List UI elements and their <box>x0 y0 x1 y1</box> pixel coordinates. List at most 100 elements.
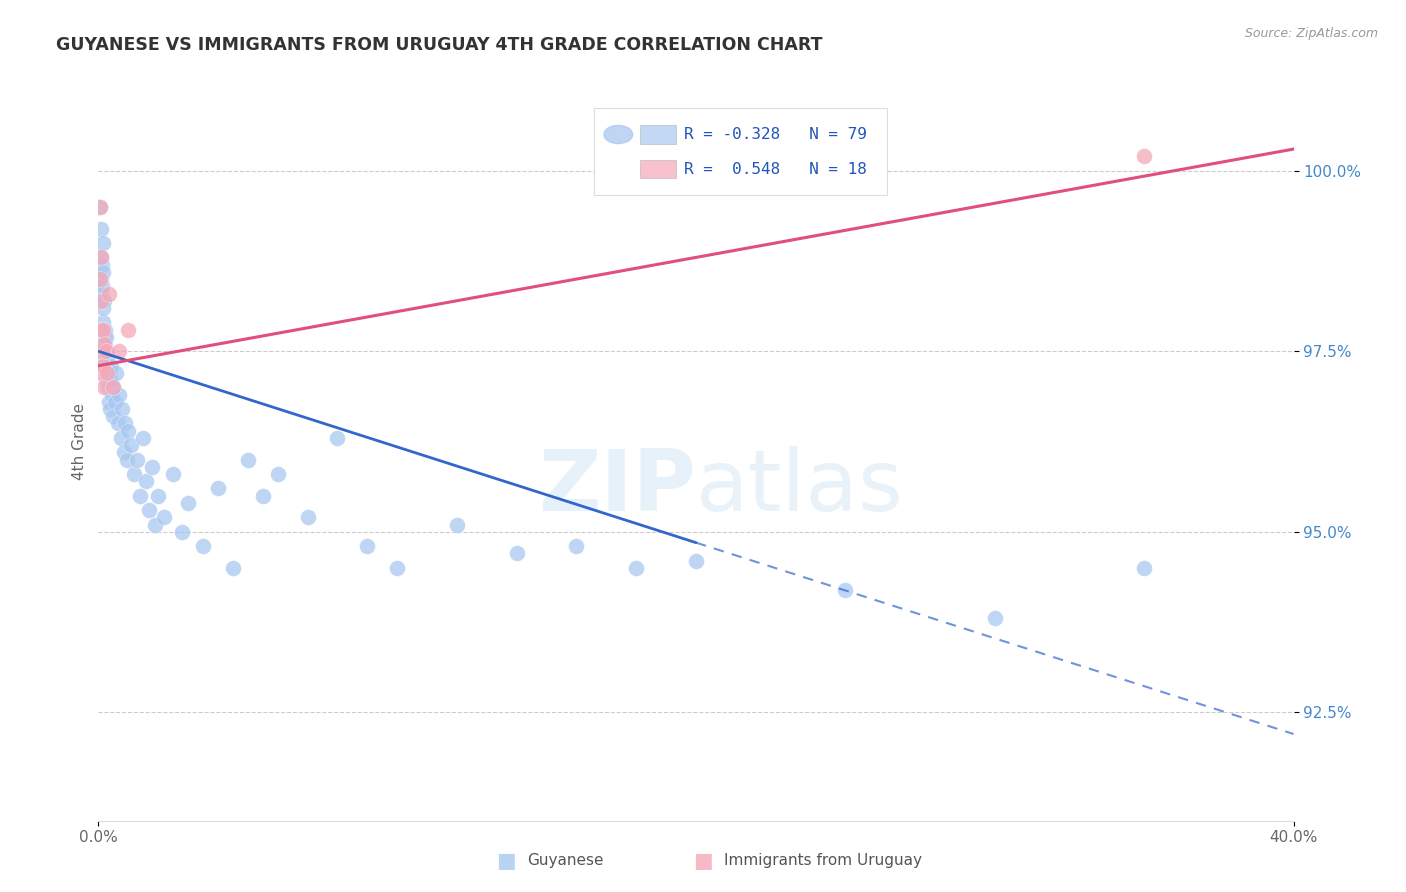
Circle shape <box>605 126 633 144</box>
Point <box>1133 561 1156 575</box>
Point <box>132 431 155 445</box>
Point <box>91 359 114 373</box>
Point <box>90 293 112 308</box>
Point <box>98 394 121 409</box>
Point <box>91 315 114 329</box>
Point <box>117 424 139 438</box>
Point <box>89 323 111 337</box>
Point <box>111 402 134 417</box>
Point <box>222 561 245 575</box>
Point <box>96 344 118 359</box>
Point <box>107 417 129 431</box>
Point <box>93 344 115 359</box>
Point <box>506 546 529 560</box>
Point <box>89 200 111 214</box>
Point <box>108 387 131 401</box>
Text: Immigrants from Uruguay: Immigrants from Uruguay <box>724 854 922 868</box>
Point <box>94 337 117 351</box>
Point <box>89 221 111 235</box>
Point <box>93 265 115 279</box>
Point <box>89 200 111 214</box>
Point <box>115 452 138 467</box>
Bar <box>640 161 676 178</box>
Point <box>172 524 194 539</box>
Point <box>96 366 118 380</box>
Point <box>153 510 176 524</box>
Point <box>96 366 118 380</box>
Point <box>94 359 117 373</box>
Point <box>297 510 319 524</box>
Point <box>98 402 122 417</box>
Point <box>385 561 409 575</box>
Text: R =  0.548   N = 18: R = 0.548 N = 18 <box>685 161 868 177</box>
Point <box>984 611 1007 625</box>
Point <box>100 359 122 373</box>
Point <box>236 452 259 467</box>
Point <box>98 373 121 387</box>
Point <box>94 344 117 359</box>
Point <box>103 409 125 424</box>
Point <box>90 366 112 380</box>
Point <box>91 323 114 337</box>
Point <box>834 582 856 597</box>
Point <box>90 344 112 359</box>
Point <box>90 286 112 301</box>
Point <box>89 344 111 359</box>
Text: ZIP: ZIP <box>538 445 696 529</box>
Point <box>90 272 112 286</box>
Point <box>129 489 152 503</box>
Point <box>446 517 468 532</box>
Point <box>162 467 184 481</box>
Point <box>110 431 132 445</box>
Text: atlas: atlas <box>696 445 904 529</box>
Point <box>90 351 112 366</box>
Point <box>117 323 139 337</box>
Point <box>105 366 128 380</box>
Point <box>252 489 274 503</box>
Point <box>101 387 124 401</box>
Text: R = -0.328   N = 79: R = -0.328 N = 79 <box>685 127 868 142</box>
Point <box>626 561 648 575</box>
Point <box>96 330 118 344</box>
Point <box>108 344 131 359</box>
Point <box>565 539 588 553</box>
Text: ■: ■ <box>496 851 516 871</box>
Point <box>138 503 160 517</box>
Point <box>135 475 157 489</box>
Point <box>267 467 290 481</box>
Point <box>97 359 120 373</box>
Point <box>143 517 166 532</box>
Bar <box>595 108 887 195</box>
Point <box>93 337 115 351</box>
Point <box>91 344 114 359</box>
Point <box>91 258 114 272</box>
Point <box>177 496 200 510</box>
Point <box>91 279 114 293</box>
Y-axis label: 4th Grade: 4th Grade <box>72 403 87 480</box>
Text: ■: ■ <box>693 851 713 871</box>
Point <box>207 482 229 496</box>
Point <box>124 467 146 481</box>
Point <box>141 459 163 474</box>
Point <box>91 235 114 250</box>
Point <box>90 251 112 265</box>
Point <box>685 554 707 568</box>
Point <box>93 293 115 308</box>
Point <box>93 330 115 344</box>
Point <box>97 380 120 394</box>
Point <box>148 489 170 503</box>
Point <box>90 251 112 265</box>
Point <box>112 445 135 459</box>
Point <box>101 380 124 394</box>
Point <box>326 431 349 445</box>
Point <box>97 286 120 301</box>
Point <box>127 452 149 467</box>
Text: Guyanese: Guyanese <box>527 854 603 868</box>
Point <box>94 344 117 359</box>
Point <box>114 417 136 431</box>
Point <box>1133 149 1156 163</box>
Point <box>96 373 118 387</box>
Point <box>356 539 378 553</box>
Text: Source: ZipAtlas.com: Source: ZipAtlas.com <box>1244 27 1378 40</box>
Point <box>103 380 125 394</box>
